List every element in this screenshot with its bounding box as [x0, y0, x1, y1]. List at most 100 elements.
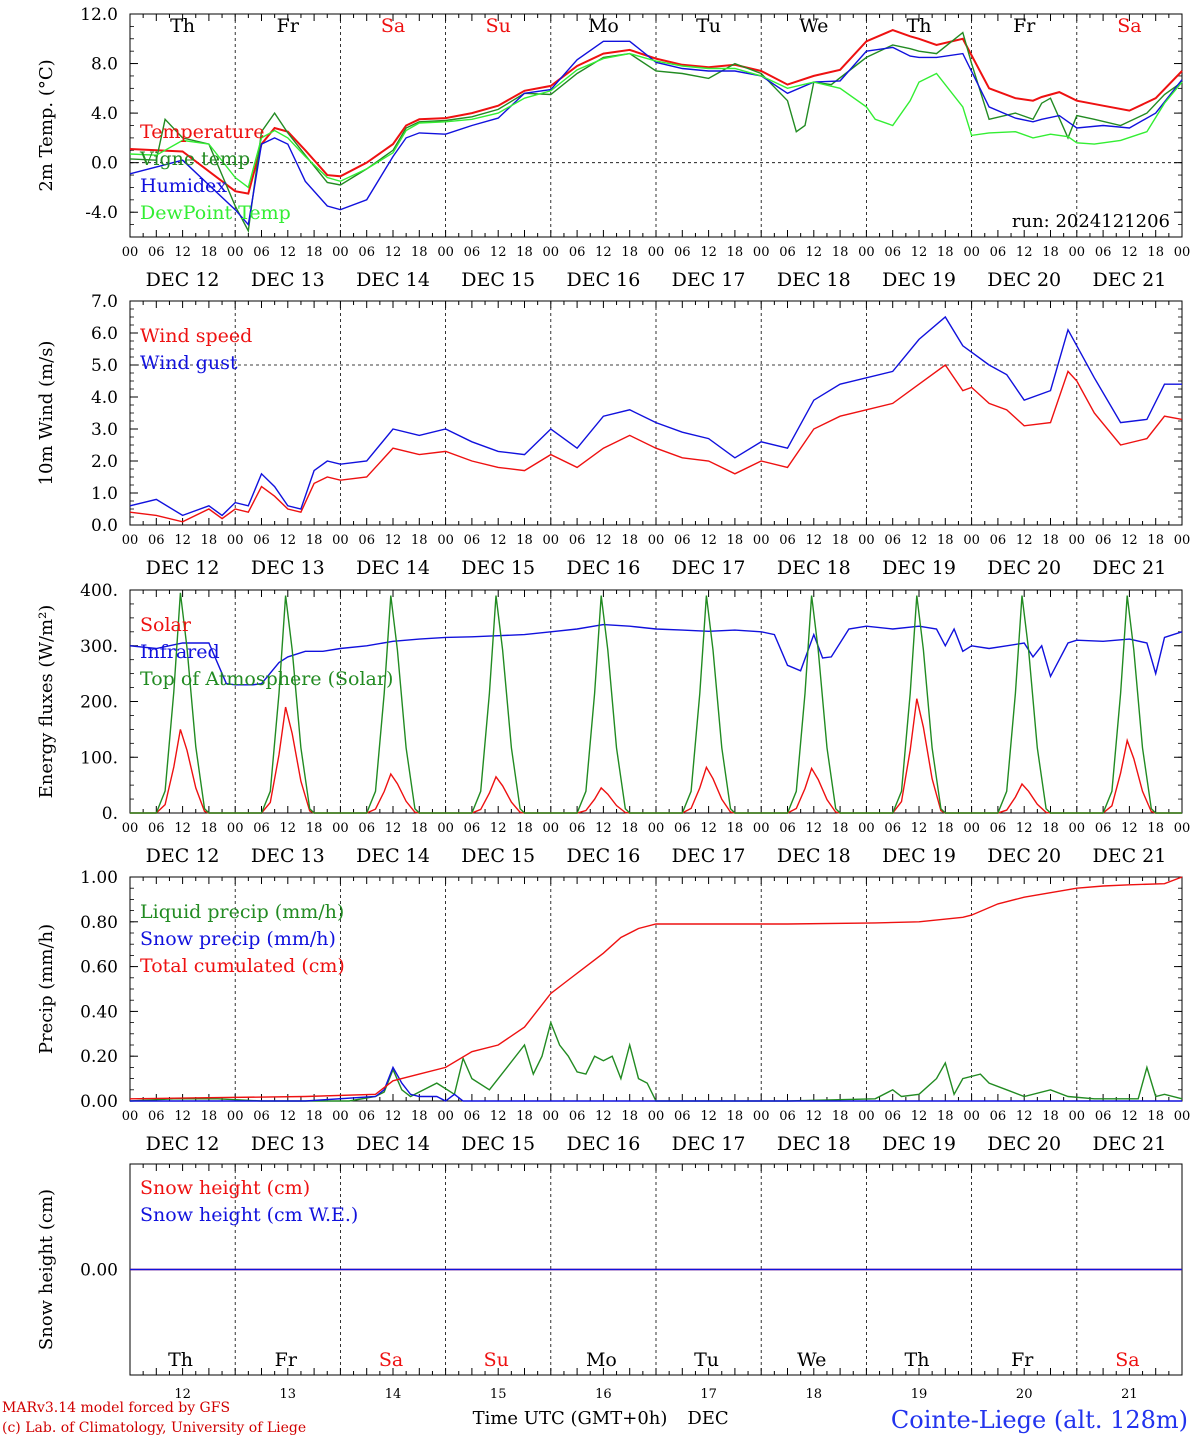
date-label: DEC 12 [146, 269, 220, 291]
hour-tick-label: 00 [332, 1109, 349, 1124]
date-label: DEC 13 [251, 269, 325, 291]
date-label: DEC 18 [777, 1133, 851, 1155]
hour-tick-label: 00 [332, 821, 349, 836]
hour-tick-label: 00 [963, 533, 980, 548]
date-label: DEC 21 [1092, 845, 1166, 867]
weekday-label: Su [486, 15, 511, 37]
series-line-dewpoint-temp [129, 52, 1183, 189]
hour-tick-label: 06 [674, 245, 691, 260]
day-number-label: 12 [174, 1387, 191, 1402]
weekday-label: Th [905, 1349, 930, 1371]
hour-tick-label: 18 [201, 1109, 218, 1124]
date-label: DEC 12 [146, 1133, 220, 1155]
weekday-label: Su [484, 1349, 509, 1371]
hour-tick-label: 18 [411, 821, 428, 836]
hour-tick-label: 18 [201, 245, 218, 260]
weekday-label: Sa [1115, 1349, 1139, 1371]
hour-tick-label: 06 [253, 245, 270, 260]
hour-tick-label: 06 [148, 1109, 165, 1124]
date-label: DEC 17 [672, 269, 746, 291]
hour-tick-label: 12 [595, 821, 612, 836]
station-title: Cointe-Liege (alt. 128m) [890, 1406, 1188, 1434]
weekday-label: Tu [696, 15, 721, 37]
credit-lab: (c) Lab. of Climatology, University of L… [2, 1420, 307, 1436]
series-line-wind-speed [129, 364, 1183, 523]
day-number-label: 17 [700, 1387, 717, 1402]
hour-tick-label: 00 [543, 821, 560, 836]
hour-tick-label: 18 [306, 1109, 323, 1124]
hour-tick-label: 00 [1174, 1109, 1191, 1124]
y-tick-label: 0.0 [91, 516, 118, 536]
date-label: DEC 15 [461, 557, 535, 579]
hour-tick-label: 12 [385, 1109, 402, 1124]
hour-tick-label: 00 [437, 1109, 454, 1124]
date-label: DEC 16 [566, 1133, 640, 1155]
date-label: DEC 16 [566, 269, 640, 291]
month-label: DEC [687, 1408, 728, 1429]
hour-tick-label: 12 [385, 821, 402, 836]
hour-tick-label: 18 [621, 821, 638, 836]
y-tick-label: 8.0 [91, 55, 118, 75]
date-label: DEC 17 [672, 1133, 746, 1155]
day-number-label: 21 [1121, 1387, 1138, 1402]
hour-tick-label: 18 [306, 821, 323, 836]
hour-tick-label: 18 [832, 245, 849, 260]
hour-tick-label: 06 [779, 1109, 796, 1124]
hour-tick-label: 00 [858, 821, 875, 836]
date-label: DEC 20 [987, 845, 1061, 867]
hour-tick-label: 06 [253, 821, 270, 836]
date-label: DEC 15 [461, 1133, 535, 1155]
hour-tick-label: 00 [753, 245, 770, 260]
hour-tick-label: 12 [595, 533, 612, 548]
hour-tick-label: 18 [1147, 245, 1164, 260]
weekday-label: Sa [379, 1349, 403, 1371]
date-label: DEC 18 [777, 845, 851, 867]
hour-tick-label: 18 [727, 1109, 744, 1124]
day-number-label: 18 [806, 1387, 823, 1402]
hour-tick-label: 12 [1121, 821, 1138, 836]
hour-tick-label: 18 [411, 533, 428, 548]
date-label: DEC 21 [1092, 557, 1166, 579]
hour-tick-label: 06 [779, 245, 796, 260]
date-label: DEC 17 [672, 845, 746, 867]
weekday-label: Sa [1117, 15, 1141, 37]
hour-tick-label: 00 [122, 245, 139, 260]
hour-tick-label: 12 [1016, 1109, 1033, 1124]
hour-tick-label: 12 [595, 1109, 612, 1124]
legend-entry: Top of Atmosphere (Solar) [140, 668, 393, 690]
hour-tick-label: 18 [411, 1109, 428, 1124]
legend-entry: Snow precip (mm/h) [140, 928, 336, 950]
hour-tick-label: 18 [621, 245, 638, 260]
hour-tick-label: 18 [411, 245, 428, 260]
date-label: DEC 19 [882, 1133, 956, 1155]
hour-tick-label: 06 [358, 245, 375, 260]
y-tick-label: 0.40 [80, 1002, 118, 1022]
weekday-label: Fr [277, 15, 300, 37]
hour-tick-label: 12 [700, 533, 717, 548]
date-label: DEC 14 [356, 269, 430, 291]
legend-entry: Liquid precip (mm/h) [140, 901, 344, 923]
weekday-label: We [799, 15, 828, 37]
hour-tick-label: 06 [569, 245, 586, 260]
date-label: DEC 16 [566, 557, 640, 579]
y-tick-label: 1.0 [91, 484, 118, 504]
date-label: DEC 13 [251, 557, 325, 579]
hour-tick-label: 12 [806, 533, 823, 548]
legend-entry: Humidex [140, 175, 227, 197]
hour-tick-label: 12 [1016, 821, 1033, 836]
weekday-label: Sa [381, 15, 405, 37]
hour-tick-label: 18 [937, 533, 954, 548]
hour-tick-label: 18 [832, 1109, 849, 1124]
y-axis-label: Precip (mm/h) [36, 924, 57, 1054]
run-label: run: 2024121206 [1012, 211, 1170, 232]
hour-tick-label: 00 [858, 533, 875, 548]
date-label: DEC 18 [777, 269, 851, 291]
hour-tick-label: 00 [648, 1109, 665, 1124]
weekday-label: Th [168, 1349, 193, 1371]
day-number-label: 14 [385, 1387, 402, 1402]
hour-tick-label: 00 [858, 245, 875, 260]
y-tick-label: 0.20 [80, 1047, 118, 1067]
hour-tick-label: 06 [884, 1109, 901, 1124]
hour-tick-label: 18 [516, 1109, 533, 1124]
